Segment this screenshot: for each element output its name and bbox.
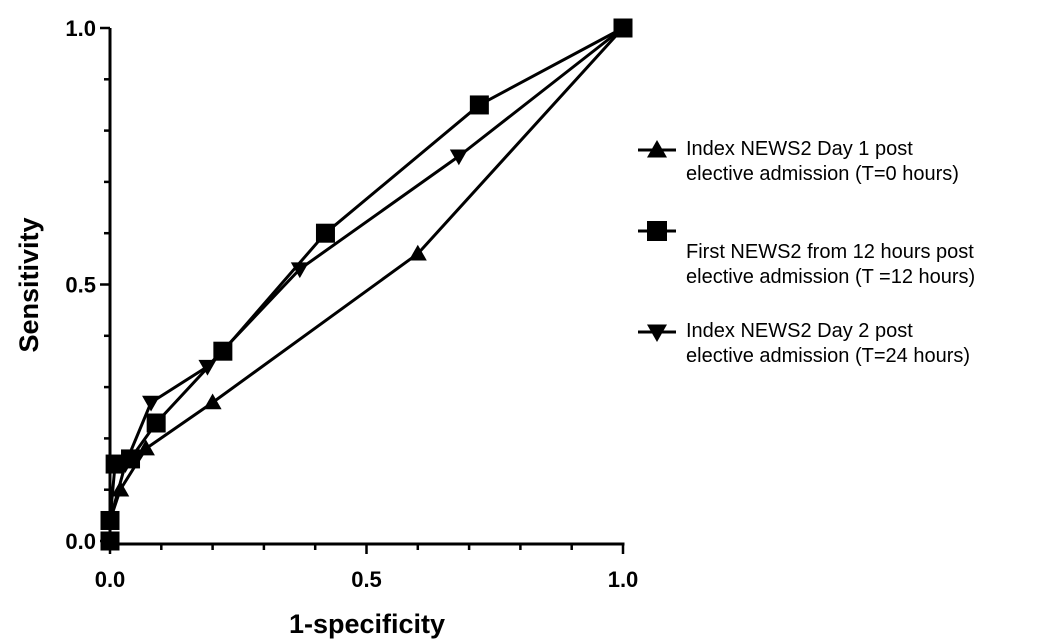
legend-label-line-1: First NEWS2 from 12 hours post bbox=[686, 241, 974, 263]
legend-label-line-1: Index NEWS2 Day 2 post bbox=[686, 320, 913, 342]
series-line bbox=[108, 26, 624, 541]
triangle-down-marker bbox=[647, 324, 667, 342]
square-marker bbox=[146, 413, 166, 433]
series-1 bbox=[101, 19, 632, 548]
legend-label-line-2: elective admission (T=24 hours) bbox=[686, 345, 970, 367]
triangle-down-marker bbox=[614, 21, 632, 37]
legend-item-1: Index NEWS2 Day 1 post elective admission… bbox=[638, 138, 959, 185]
triangle-down-marker bbox=[142, 395, 161, 412]
y-tick-label: 0.0 bbox=[65, 529, 96, 554]
triangle-down-marker bbox=[449, 149, 468, 166]
triangle-down-marker bbox=[290, 262, 309, 279]
square-marker bbox=[315, 223, 335, 243]
x-tick-label: 0.5 bbox=[351, 567, 382, 592]
legend-item-3: Index NEWS2 Day 2 post elective admission… bbox=[638, 320, 970, 367]
legend-label-line-1: Index NEWS2 Day 1 post bbox=[686, 138, 913, 160]
triangle-down-marker bbox=[198, 359, 217, 376]
square-marker bbox=[469, 95, 489, 115]
triangle-up-marker bbox=[408, 244, 427, 261]
axes: 0.0 0.5 1.0 0.0 0.5 1.0 bbox=[65, 16, 638, 592]
triangle-up-marker bbox=[203, 393, 222, 410]
triangle-up-marker bbox=[111, 480, 130, 497]
x-tick-label: 0.0 bbox=[95, 567, 126, 592]
triangle-down-marker bbox=[116, 457, 135, 474]
y-tick-label: 0.5 bbox=[65, 273, 96, 298]
series-line bbox=[108, 26, 625, 541]
y-tick-label: 1.0 bbox=[65, 16, 96, 41]
series-2 bbox=[100, 18, 633, 551]
x-tick-label: 1.0 bbox=[608, 567, 639, 592]
triangle-up-marker bbox=[647, 140, 667, 158]
series-layer bbox=[100, 18, 633, 551]
series-line bbox=[108, 26, 624, 541]
triangle-down-marker bbox=[101, 534, 119, 550]
series-3 bbox=[101, 21, 632, 550]
triangle-down-marker bbox=[101, 513, 119, 530]
y-axis-title: Sensitivity bbox=[14, 217, 44, 352]
legend: Index NEWS2 Day 1 post elective admission… bbox=[638, 138, 975, 367]
legend-label-line-2: elective admission (T=0 hours) bbox=[686, 163, 959, 185]
legend-label-line-2: elective admission (T =12 hours) bbox=[686, 266, 975, 288]
x-axis-title: 1-specificity bbox=[289, 609, 445, 639]
square-marker bbox=[647, 221, 667, 241]
triangle-up-marker bbox=[136, 439, 155, 456]
legend-item-2: First NEWS2 from 12 hours post elective a… bbox=[638, 221, 975, 288]
